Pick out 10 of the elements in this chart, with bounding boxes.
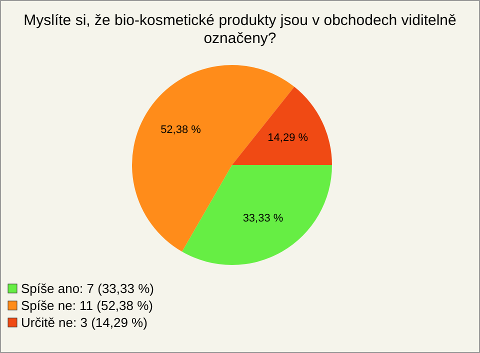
legend-label: Spíše ano: 7 (33,33 %) (21, 281, 154, 296)
data-label: 52,38 % (160, 124, 202, 136)
legend-label: Určitě ne: 3 (14,29 %) (21, 315, 148, 330)
data-label: 14,29 % (268, 132, 308, 144)
pie-slice (232, 86, 332, 165)
data-label: 33,33 % (242, 212, 284, 225)
chart-title: Myslíte si, že bio-kosmetické produkty jsou v obchodech viditelně označeny? (24, 12, 456, 47)
pie-slice (182, 165, 332, 265)
legend-label: Spíše ne: 11 (52,38 %) (21, 298, 154, 313)
pie-slice (132, 65, 294, 252)
